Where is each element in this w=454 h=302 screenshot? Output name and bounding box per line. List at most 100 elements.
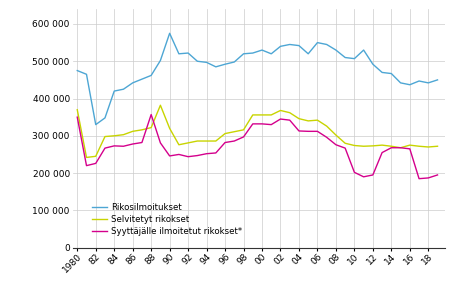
- Rikosilmoitukset: [425, 81, 431, 85]
- Rikosilmoitukset: [222, 63, 228, 66]
- Rikosilmoitukset: [398, 81, 403, 85]
- Rikosilmoitukset: [287, 43, 292, 46]
- Rikosilmoitukset: [352, 57, 357, 60]
- Rikosilmoitukset: [296, 44, 302, 47]
- Selvitetyt rikokset: [167, 127, 173, 130]
- Syyttäjälle ilmoitetut rikokset*: [315, 130, 320, 133]
- Selvitetyt rikokset: [185, 141, 191, 145]
- Rikosilmoitukset: [195, 59, 200, 63]
- Selvitetyt rikokset: [148, 126, 154, 130]
- Rikosilmoitukset: [389, 72, 394, 76]
- Selvitetyt rikokset: [204, 139, 209, 143]
- Syyttäjälle ilmoitetut rikokset*: [204, 152, 209, 156]
- Rikosilmoitukset: [370, 63, 375, 66]
- Selvitetyt rikokset: [296, 117, 302, 120]
- Selvitetyt rikokset: [361, 144, 366, 148]
- Syyttäjälle ilmoitetut rikokset*: [296, 129, 302, 133]
- Rikosilmoitukset: [167, 31, 173, 35]
- Syyttäjälle ilmoitetut rikokset*: [407, 147, 413, 151]
- Syyttäjälle ilmoitetut rikokset*: [102, 146, 108, 150]
- Selvitetyt rikokset: [93, 155, 99, 158]
- Rikosilmoitukset: [148, 74, 154, 77]
- Syyttäjälle ilmoitetut rikokset*: [342, 146, 348, 150]
- Selvitetyt rikokset: [435, 144, 440, 148]
- Line: Rikosilmoitukset: Rikosilmoitukset: [77, 33, 438, 125]
- Rikosilmoitukset: [306, 52, 311, 56]
- Rikosilmoitukset: [315, 41, 320, 44]
- Syyttäjälle ilmoitetut rikokset*: [287, 118, 292, 122]
- Selvitetyt rikokset: [176, 143, 182, 146]
- Syyttäjälle ilmoitetut rikokset*: [389, 146, 394, 149]
- Selvitetyt rikokset: [287, 111, 292, 114]
- Rikosilmoitukset: [250, 51, 256, 55]
- Legend: Rikosilmoitukset, Selvitetyt rikokset, Syyttäjälle ilmoitetut rikokset*: Rikosilmoitukset, Selvitetyt rikokset, S…: [92, 203, 242, 236]
- Syyttäjälle ilmoitetut rikokset*: [370, 173, 375, 177]
- Rikosilmoitukset: [213, 65, 218, 69]
- Syyttäjälle ilmoitetut rikokset*: [185, 155, 191, 159]
- Line: Syyttäjälle ilmoitetut rikokset*: Syyttäjälle ilmoitetut rikokset*: [77, 114, 438, 179]
- Rikosilmoitukset: [333, 48, 339, 52]
- Selvitetyt rikokset: [241, 128, 246, 132]
- Syyttäjälle ilmoitetut rikokset*: [268, 123, 274, 127]
- Rikosilmoitukset: [241, 52, 246, 56]
- Rikosilmoitukset: [112, 89, 117, 93]
- Selvitetyt rikokset: [195, 139, 200, 143]
- Syyttäjälle ilmoitetut rikokset*: [361, 175, 366, 178]
- Syyttäjälle ilmoitetut rikokset*: [176, 153, 182, 156]
- Selvitetyt rikokset: [232, 130, 237, 133]
- Rikosilmoitukset: [74, 69, 80, 72]
- Rikosilmoitukset: [380, 71, 385, 74]
- Rikosilmoitukset: [342, 56, 348, 59]
- Selvitetyt rikokset: [268, 113, 274, 117]
- Rikosilmoitukset: [158, 59, 163, 62]
- Selvitetyt rikokset: [222, 132, 228, 135]
- Syyttäjälle ilmoitetut rikokset*: [195, 154, 200, 157]
- Rikosilmoitukset: [278, 44, 283, 48]
- Rikosilmoitukset: [139, 77, 145, 81]
- Rikosilmoitukset: [324, 43, 330, 46]
- Selvitetyt rikokset: [407, 143, 413, 147]
- Syyttäjälle ilmoitetut rikokset*: [74, 115, 80, 119]
- Syyttäjälle ilmoitetut rikokset*: [306, 130, 311, 133]
- Syyttäjälle ilmoitetut rikokset*: [380, 151, 385, 154]
- Syyttäjälle ilmoitetut rikokset*: [167, 154, 173, 158]
- Syyttäjälle ilmoitetut rikokset*: [398, 146, 403, 149]
- Rikosilmoitukset: [185, 51, 191, 55]
- Selvitetyt rikokset: [278, 109, 283, 112]
- Selvitetyt rikokset: [121, 133, 126, 137]
- Selvitetyt rikokset: [213, 139, 218, 143]
- Selvitetyt rikokset: [389, 144, 394, 148]
- Selvitetyt rikokset: [139, 128, 145, 132]
- Rikosilmoitukset: [84, 72, 89, 76]
- Selvitetyt rikokset: [315, 118, 320, 122]
- Syyttäjälle ilmoitetut rikokset*: [93, 162, 99, 165]
- Rikosilmoitukset: [259, 48, 265, 52]
- Rikosilmoitukset: [407, 83, 413, 87]
- Syyttäjälle ilmoitetut rikokset*: [121, 144, 126, 148]
- Selvitetyt rikokset: [324, 124, 330, 128]
- Selvitetyt rikokset: [416, 144, 422, 148]
- Syyttäjälle ilmoitetut rikokset*: [112, 144, 117, 148]
- Selvitetyt rikokset: [130, 130, 135, 133]
- Syyttäjälle ilmoitetut rikokset*: [425, 176, 431, 180]
- Rikosilmoitukset: [416, 79, 422, 83]
- Selvitetyt rikokset: [112, 134, 117, 138]
- Syyttäjälle ilmoitetut rikokset*: [130, 142, 135, 146]
- Selvitetyt rikokset: [74, 108, 80, 111]
- Selvitetyt rikokset: [333, 133, 339, 137]
- Rikosilmoitukset: [93, 123, 99, 127]
- Selvitetyt rikokset: [259, 113, 265, 117]
- Syyttäjälle ilmoitetut rikokset*: [139, 141, 145, 144]
- Selvitetyt rikokset: [370, 144, 375, 148]
- Selvitetyt rikokset: [380, 143, 385, 147]
- Selvitetyt rikokset: [425, 145, 431, 149]
- Syyttäjälle ilmoitetut rikokset*: [241, 135, 246, 139]
- Rikosilmoitukset: [176, 52, 182, 56]
- Syyttäjälle ilmoitetut rikokset*: [148, 113, 154, 116]
- Rikosilmoitukset: [232, 60, 237, 64]
- Rikosilmoitukset: [204, 61, 209, 64]
- Syyttäjälle ilmoitetut rikokset*: [416, 177, 422, 181]
- Syyttäjälle ilmoitetut rikokset*: [435, 173, 440, 177]
- Selvitetyt rikokset: [250, 113, 256, 117]
- Syyttäjälle ilmoitetut rikokset*: [84, 164, 89, 167]
